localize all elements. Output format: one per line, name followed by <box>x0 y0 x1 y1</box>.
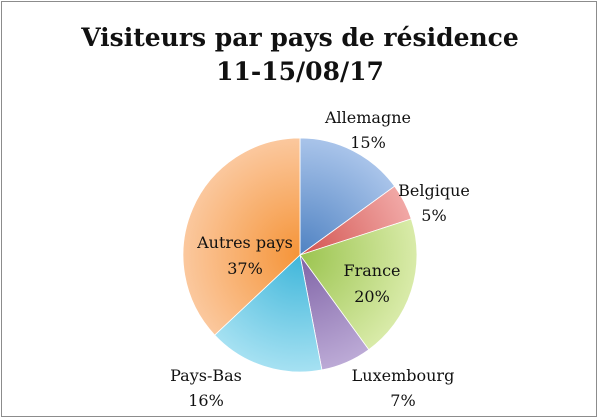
slice-label: Allemagne <box>324 108 411 127</box>
chart-subtitle-date: 11-15/08/17 <box>216 57 384 86</box>
slice-percent-label: 37% <box>227 259 263 278</box>
pie-slice-france <box>299 218 418 351</box>
slice-label: Autres pays <box>196 233 293 252</box>
pie-slice-allemagne <box>299 137 396 256</box>
slice-percent-label: 20% <box>354 287 390 306</box>
slice-label: France <box>343 261 400 280</box>
slice-label: Luxembourg <box>352 366 455 385</box>
slice-label: Pays-Bas <box>170 366 242 385</box>
slice-percent-label: 16% <box>188 391 224 410</box>
pie-slice-autres-pays <box>182 137 301 336</box>
slice-percent-label: 15% <box>350 133 386 152</box>
slice-percent-label: 5% <box>421 206 446 225</box>
chart-title: Visiteurs par pays de résidence <box>81 23 519 52</box>
slice-percent-label: 7% <box>390 391 415 410</box>
slice-label: Belgique <box>398 181 470 200</box>
pie-slice-pays-bas <box>214 254 323 373</box>
